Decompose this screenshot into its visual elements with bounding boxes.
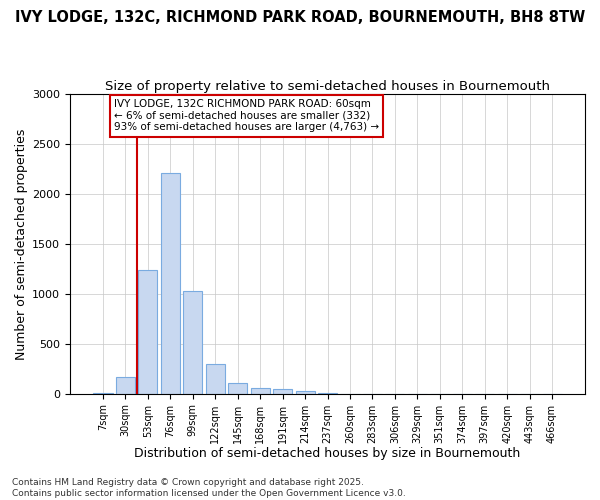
Bar [228, 384, 247, 394]
Bar [183, 291, 202, 394]
Text: IVY LODGE, 132C RICHMOND PARK ROAD: 60sqm
← 6% of semi-detached houses are small: IVY LODGE, 132C RICHMOND PARK ROAD: 60sq… [114, 99, 379, 132]
Bar [116, 378, 135, 394]
Title: Size of property relative to semi-detached houses in Bournemouth: Size of property relative to semi-detach… [105, 80, 550, 93]
Text: IVY LODGE, 132C, RICHMOND PARK ROAD, BOURNEMOUTH, BH8 8TW: IVY LODGE, 132C, RICHMOND PARK ROAD, BOU… [15, 10, 585, 25]
X-axis label: Distribution of semi-detached houses by size in Bournemouth: Distribution of semi-detached houses by … [134, 447, 521, 460]
Bar [273, 388, 292, 394]
Bar [161, 173, 180, 394]
Bar [296, 390, 314, 394]
Bar [206, 364, 225, 394]
Bar [139, 270, 157, 394]
Text: Contains HM Land Registry data © Crown copyright and database right 2025.
Contai: Contains HM Land Registry data © Crown c… [12, 478, 406, 498]
Bar [318, 393, 337, 394]
Bar [94, 392, 113, 394]
Y-axis label: Number of semi-detached properties: Number of semi-detached properties [15, 128, 28, 360]
Bar [251, 388, 269, 394]
